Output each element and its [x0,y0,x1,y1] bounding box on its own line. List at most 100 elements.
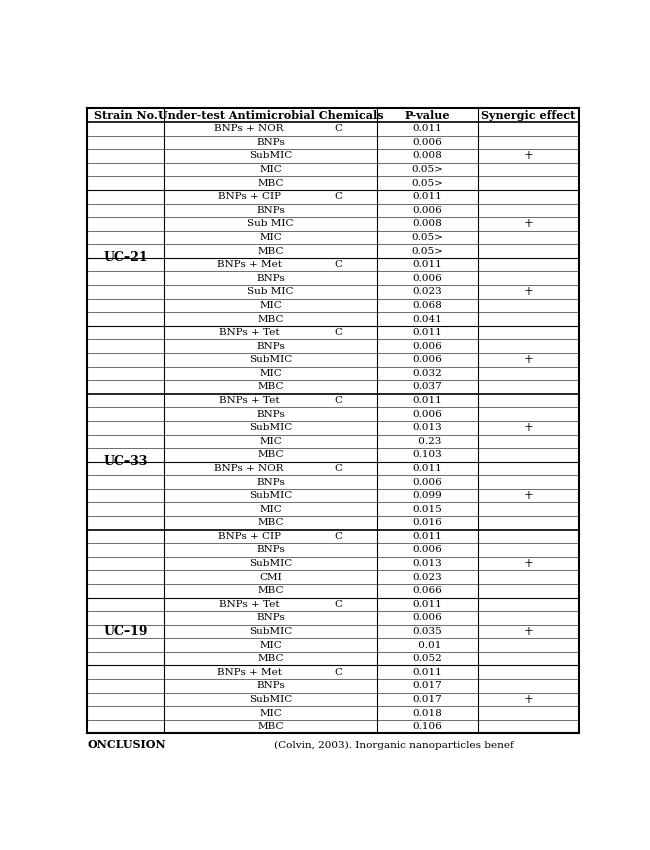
Text: Sub MIC: Sub MIC [247,287,294,297]
Text: Sub MIC: Sub MIC [247,219,294,229]
Text: MBC: MBC [257,314,284,324]
Text: 0.035: 0.035 [413,627,443,636]
Text: +: + [523,354,534,366]
Text: MIC: MIC [259,233,282,242]
Text: 0.006: 0.006 [413,614,443,622]
Text: 0.006: 0.006 [413,342,443,351]
Text: Strain No.: Strain No. [94,110,157,121]
Text: +: + [523,422,534,434]
Text: 0.011: 0.011 [413,192,443,201]
Text: 0.006: 0.006 [413,206,443,215]
Text: 0.023: 0.023 [413,573,443,581]
Text: 0.023: 0.023 [413,287,443,297]
Text: BNPs: BNPs [256,206,285,215]
Text: BNPs: BNPs [256,274,285,283]
Text: BNPs + Met: BNPs + Met [216,260,281,269]
Text: 0.011: 0.011 [413,328,443,337]
Text: 0.011: 0.011 [413,600,443,609]
Text: 0.008: 0.008 [413,219,443,229]
Text: 0.23: 0.23 [415,437,441,445]
Text: 0.011: 0.011 [413,124,443,133]
Text: 0.05>: 0.05> [411,165,444,174]
Text: 0.006: 0.006 [413,274,443,283]
Text: BNPs: BNPs [256,682,285,690]
Text: +: + [523,693,534,706]
Text: BNPs: BNPs [256,342,285,351]
Text: Under-test Antimicrobial Chemicals: Under-test Antimicrobial Chemicals [158,110,384,121]
Text: 0.011: 0.011 [413,396,443,405]
Text: 0.016: 0.016 [413,518,443,527]
Text: 0.013: 0.013 [413,423,443,432]
Text: 0.015: 0.015 [413,505,443,513]
Text: MBC: MBC [257,178,284,188]
Text: +: + [523,625,534,638]
Text: MIC: MIC [259,641,282,649]
Text: SubMIC: SubMIC [249,491,292,500]
Text: P-value: P-value [405,110,450,121]
Text: C: C [335,192,343,201]
Text: 0.037: 0.037 [413,382,443,392]
Text: BNPs + CIP: BNPs + CIP [218,192,281,201]
Text: BNPs: BNPs [256,478,285,486]
Text: BNPs: BNPs [256,410,285,418]
Text: +: + [523,489,534,502]
Text: +: + [523,218,534,230]
Text: 0.032: 0.032 [413,369,443,378]
Text: Synergic effect: Synergic effect [481,110,575,121]
Text: SubMIC: SubMIC [249,151,292,161]
Text: BNPs: BNPs [256,138,285,147]
Text: MIC: MIC [259,165,282,174]
Text: BNPs + CIP: BNPs + CIP [218,532,281,541]
Text: 0.052: 0.052 [413,654,443,663]
Text: 0.05>: 0.05> [411,233,444,242]
Text: 0.018: 0.018 [413,709,443,717]
Text: 0.013: 0.013 [413,559,443,568]
Text: CMI: CMI [259,573,282,581]
Text: MBC: MBC [257,450,284,459]
Text: 0.017: 0.017 [413,695,443,704]
Text: MBC: MBC [257,586,284,595]
Text: 0.103: 0.103 [413,450,443,459]
Text: SubMIC: SubMIC [249,695,292,704]
Text: C: C [335,124,343,133]
Text: SubMIC: SubMIC [249,627,292,636]
Text: SubMIC: SubMIC [249,559,292,568]
Text: BNPs: BNPs [256,546,285,554]
Text: 0.011: 0.011 [413,260,443,269]
Text: BNPs + Tet: BNPs + Tet [219,328,280,337]
Text: C: C [335,532,343,541]
Text: UC–19: UC–19 [103,625,148,638]
Text: UC–21: UC–21 [103,252,148,264]
Text: MBC: MBC [257,518,284,527]
Text: MBC: MBC [257,382,284,392]
Text: MIC: MIC [259,301,282,310]
Text: ONCLUSION: ONCLUSION [88,740,166,751]
Text: 0.068: 0.068 [413,301,443,310]
Text: 0.106: 0.106 [413,722,443,731]
Text: C: C [335,328,343,337]
Text: 0.066: 0.066 [413,586,443,595]
Text: BNPs: BNPs [256,614,285,622]
Text: C: C [335,396,343,405]
Text: 0.006: 0.006 [413,410,443,418]
Text: 0.006: 0.006 [413,478,443,486]
Text: 0.011: 0.011 [413,532,443,541]
Text: 0.099: 0.099 [413,491,443,500]
Text: C: C [335,600,343,609]
Text: MIC: MIC [259,437,282,445]
Text: BNPs + Tet: BNPs + Tet [219,600,280,609]
Text: +: + [523,150,534,162]
Text: 0.011: 0.011 [413,464,443,473]
Text: MBC: MBC [257,722,284,731]
Text: 0.006: 0.006 [413,546,443,554]
Text: MBC: MBC [257,654,284,663]
Text: UC–33: UC–33 [103,456,148,468]
Text: (Colvin, 2003). Inorganic nanoparticles benef: (Colvin, 2003). Inorganic nanoparticles … [274,740,514,750]
Text: SubMIC: SubMIC [249,355,292,365]
Text: SubMIC: SubMIC [249,423,292,432]
Text: 0.05>: 0.05> [411,246,444,256]
Text: BNPs + NOR: BNPs + NOR [214,124,284,133]
Text: 0.017: 0.017 [413,682,443,690]
Text: MIC: MIC [259,369,282,378]
Text: BNPs + Tet: BNPs + Tet [219,396,280,405]
